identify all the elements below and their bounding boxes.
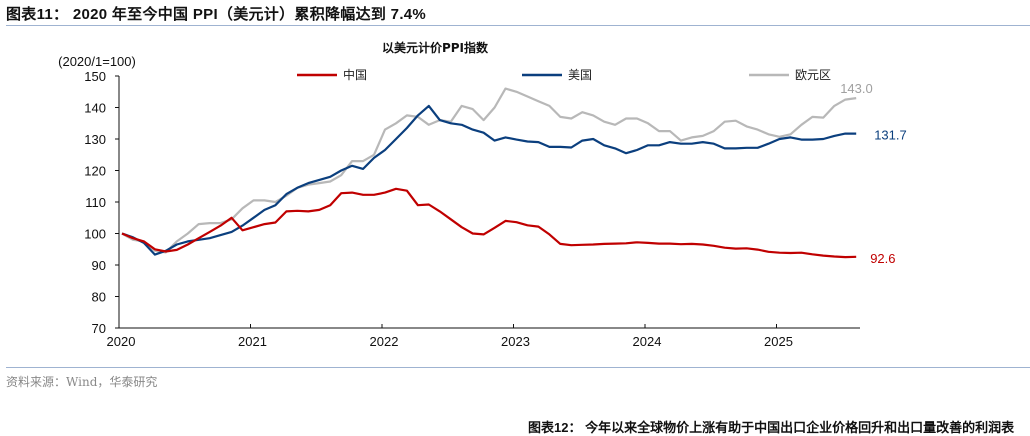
x-tick-label: 2021 [238, 334, 267, 349]
x-tick-label: 2023 [501, 334, 530, 349]
figure-title: 图表11： 2020 年至今中国 PPI（美元计）累积降幅达到 7.4% [6, 6, 427, 23]
y-tick-label: 70 [92, 321, 106, 336]
end-label-2: 131.7 [874, 128, 907, 143]
chart-title: 以美元计价PPI指数 [382, 40, 489, 55]
title-divider [6, 25, 1030, 26]
y-tick-label: 150 [84, 69, 106, 84]
y-tick-label: 120 [84, 164, 106, 179]
x-tick-label: 2022 [370, 334, 399, 349]
end-label-1: 92.6 [870, 251, 895, 266]
y-tick-label: 110 [85, 195, 106, 210]
x-tick-label: 2024 [633, 334, 662, 349]
end-labels: 92.6 131.7 143.0 [840, 81, 907, 266]
source-divider [6, 367, 1030, 368]
end-label-3: 143.0 [840, 81, 873, 96]
y-tick-label: 140 [84, 101, 106, 116]
y-axis-label: (2020/1=100) [58, 54, 136, 69]
series-lines [121, 87, 857, 259]
y-tick-label: 100 [84, 227, 106, 242]
next-figure-caption: 图表12： 今年以来全球物价上涨有助于中国出口企业价格回升和出口量改善的利润表 [528, 420, 1015, 435]
legend-label-1: 中国 [343, 67, 367, 82]
series-line-1 [121, 187, 857, 259]
y-tick-label: 130 [84, 132, 106, 147]
ppi-line-chart: 以美元计价PPI指数 (2020/1=100) 70 80 90 100 110 120 1… [58, 40, 907, 349]
legend: 中国 美国 欧元区 [297, 67, 831, 82]
x-tick-label: 2025 [764, 334, 793, 349]
legend-label-2: 美国 [568, 68, 592, 82]
axes: 70 80 90 100 110 120 130 140 150 2020 2021 2022 2023… [84, 69, 860, 349]
series-line-2 [121, 104, 857, 256]
legend-label-3: 欧元区 [795, 68, 831, 82]
source-note: 资料来源：Wind，华泰研究 [6, 375, 158, 389]
x-tick-label: 2020 [107, 334, 136, 349]
y-tick-label: 80 [92, 290, 106, 305]
series-line-3 [121, 87, 857, 254]
y-tick-label: 90 [92, 258, 106, 273]
